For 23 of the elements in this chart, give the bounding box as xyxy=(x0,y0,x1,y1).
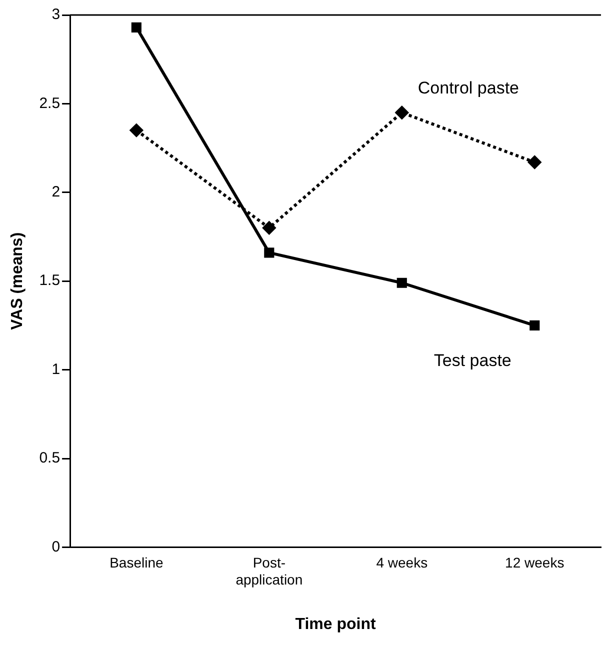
x-tick-label: 4 weeks xyxy=(376,554,428,570)
y-tick-label: 2 xyxy=(52,184,60,201)
point xyxy=(264,248,274,258)
point xyxy=(396,278,407,288)
x-tick-label: Baseline xyxy=(110,554,164,570)
y-axis-title: VAS (means) xyxy=(9,232,26,330)
y-tick-label: 1.5 xyxy=(39,272,60,290)
point xyxy=(130,124,143,137)
x-tick-label: Post-application xyxy=(236,554,303,588)
y-tick-label: 1 xyxy=(52,360,60,378)
point xyxy=(262,221,276,234)
series-label: Control paste xyxy=(418,78,520,98)
point xyxy=(131,22,142,32)
point xyxy=(395,106,408,120)
y-tick-label: 0.5 xyxy=(39,450,60,467)
y-tick-label: 0 xyxy=(52,538,60,556)
point xyxy=(530,320,540,330)
y-tick-label: 2.5 xyxy=(39,94,60,112)
series-label: Test paste xyxy=(434,351,512,370)
y-tick-label: 3 xyxy=(52,6,60,24)
x-axis-title: Time point xyxy=(295,616,376,633)
x-tick-label: 12 weeks xyxy=(505,554,564,570)
point xyxy=(528,156,542,169)
